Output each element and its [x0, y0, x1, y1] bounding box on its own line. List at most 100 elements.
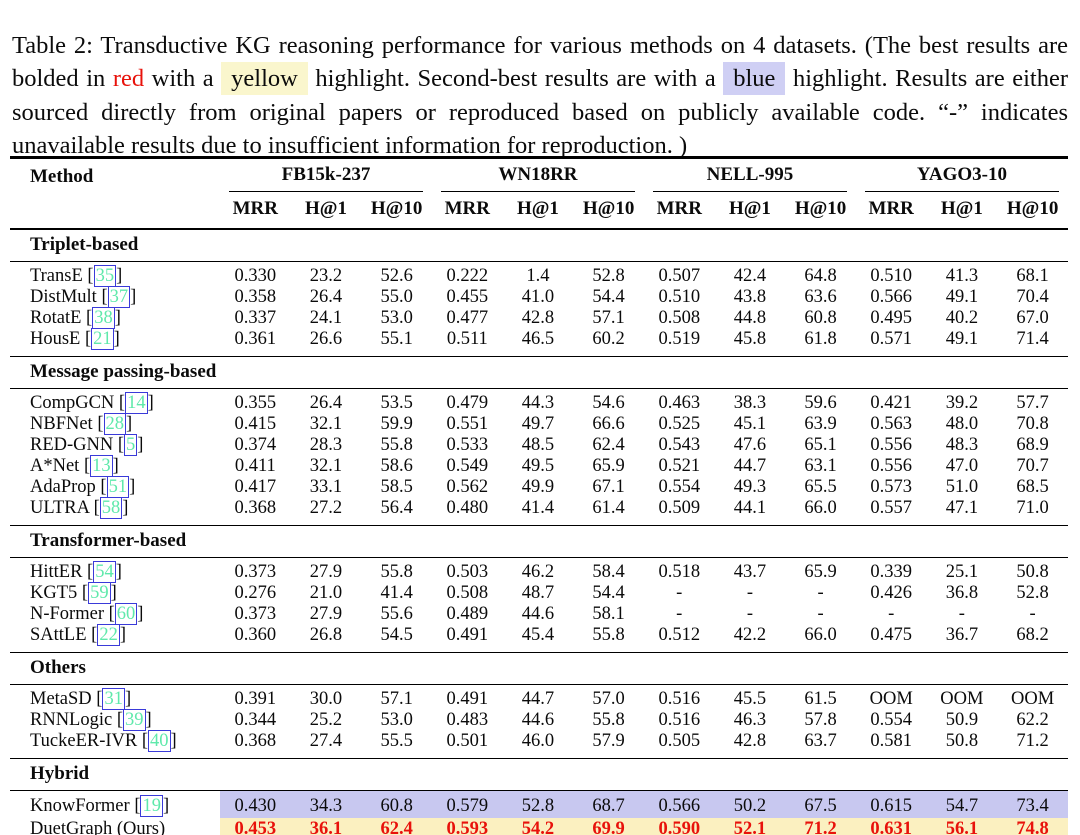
metric-value: 47.6 [733, 435, 767, 455]
metric-value: 0.358 [234, 287, 277, 307]
citation-link[interactable]: [54] [82, 561, 122, 583]
method-cell: KnowFormer [19] [10, 791, 220, 819]
metric-value: 48.0 [945, 414, 979, 434]
metric-value: - [958, 604, 965, 624]
metric-value: 55.0 [380, 287, 413, 307]
metric-value: 0.518 [658, 562, 701, 582]
metric-value: 49.3 [733, 477, 767, 497]
metric-value: 33.1 [309, 477, 343, 497]
citation-number[interactable]: 60 [114, 603, 138, 625]
citation-link[interactable]: [58] [88, 497, 129, 519]
citation-link[interactable]: [28] [92, 413, 133, 435]
citation-number[interactable]: 38 [92, 307, 115, 329]
metric-value: 65.5 [804, 477, 837, 497]
citation-number[interactable]: 40 [148, 730, 171, 752]
citation-link[interactable]: [37] [96, 286, 137, 308]
metric-value: 0.562 [446, 477, 489, 497]
metric-value: 0.411 [234, 456, 276, 476]
metric-value: 25.2 [309, 710, 343, 730]
metric-value: 65.1 [804, 435, 837, 455]
metric-header-h10: H@10 [370, 198, 423, 219]
method-cell: AdaProp [51] [10, 476, 220, 498]
citation-number[interactable]: 14 [125, 392, 148, 414]
metric-value: 46.2 [521, 562, 555, 582]
citation-number[interactable]: 35 [93, 265, 117, 287]
citation-link[interactable]: [21] [80, 328, 120, 350]
method-name: A*Net [30, 456, 80, 476]
metric-value: 0.556 [870, 435, 913, 455]
metric-value: 0.495 [870, 308, 913, 328]
table-row: DistMult [37] 0.358 26.4 55.0 0.455 41.0 54.4 0… [10, 286, 1068, 308]
citation-link[interactable]: [13] [79, 455, 119, 477]
metric-value: 0.373 [234, 562, 277, 582]
metric-value: 58.4 [592, 562, 625, 582]
citation-number[interactable]: 54 [93, 561, 116, 583]
citation-link[interactable]: [31] [91, 688, 132, 710]
metric-value: 57.0 [592, 689, 625, 709]
metric-value: 48.3 [945, 435, 979, 455]
citation-number[interactable]: 5 [124, 434, 138, 456]
caption-text-1: Table 2: Transductive KG reasoning perfo… [12, 31, 1068, 93]
metric-value: 68.9 [1016, 435, 1049, 455]
citation-number[interactable]: 22 [97, 624, 120, 646]
table-row: RNNLogic [39] 0.344 25.2 53.0 0.483 44.6 55.8 0… [10, 709, 1068, 731]
metric-value: 52.8 [1016, 583, 1049, 603]
metric-value: 36.7 [945, 625, 979, 645]
citation-link[interactable]: [5] [113, 434, 144, 456]
metric-value: 0.510 [870, 266, 913, 286]
citation-number[interactable]: 37 [107, 286, 131, 308]
citation-number[interactable]: 21 [91, 328, 114, 350]
method-cell: RED-GNN [5] [10, 434, 220, 456]
citation-link[interactable]: [38] [81, 307, 121, 329]
metric-value: 50.8 [945, 731, 979, 751]
caption-blue-term: blue [723, 62, 786, 96]
citation-link[interactable]: [22] [86, 624, 126, 646]
metric-value: 45.5 [733, 689, 767, 709]
metric-value: 42.2 [733, 625, 767, 645]
metric-value: 23.2 [309, 266, 343, 286]
method-name: TuckeER-IVR [30, 731, 138, 751]
citation-number[interactable]: 39 [123, 709, 146, 731]
method-name: HittER [30, 562, 83, 582]
table-section: Triplet-based TransE [35] 0.330 23.2 52.6 0.2… [10, 229, 1068, 357]
metric-value: 62.2 [1016, 710, 1049, 730]
method-name: ULTRA [30, 498, 89, 518]
citation-link[interactable]: [51] [95, 476, 136, 498]
metric-value: 1.4 [526, 266, 550, 286]
metric-value: 26.8 [309, 625, 343, 645]
section-title: Message passing-based [10, 356, 1068, 389]
citation-link[interactable]: [59] [77, 582, 117, 604]
citation-number[interactable]: 59 [88, 582, 111, 604]
metric-value: 41.4 [380, 583, 413, 603]
section-title: Others [10, 652, 1068, 685]
metric-value: 52.6 [380, 266, 413, 286]
metric-value: 60.2 [592, 329, 625, 349]
citation-link[interactable]: [60] [103, 603, 144, 625]
metric-value: 32.1 [309, 414, 343, 434]
metric-value: - [676, 604, 683, 624]
metric-value: 41.3 [945, 266, 979, 286]
metric-value: 0.475 [870, 625, 913, 645]
metric-value: 0.507 [658, 266, 701, 286]
citation-number[interactable]: 28 [103, 413, 126, 435]
metric-value: 54.4 [592, 583, 625, 603]
metric-value: 44.3 [521, 393, 555, 413]
citation-number[interactable]: 58 [99, 497, 123, 519]
citation-number[interactable]: 19 [140, 795, 163, 817]
citation-link[interactable]: [40] [137, 730, 177, 752]
citation-link[interactable]: [39] [112, 709, 152, 731]
metric-value: 55.8 [592, 710, 625, 730]
metric-value: 0.521 [658, 456, 701, 476]
citation-number[interactable]: 13 [90, 455, 113, 477]
citation-link[interactable]: [14] [114, 392, 154, 414]
metric-value: 0.276 [234, 583, 277, 603]
citation-number[interactable]: 51 [106, 476, 130, 498]
metric-value: 47.1 [945, 498, 979, 518]
metric-value: 57.1 [592, 308, 625, 328]
citation-link[interactable]: [35] [82, 265, 123, 287]
metric-value: 0.510 [658, 287, 701, 307]
citation-link[interactable]: [19] [129, 795, 170, 817]
metric-value: 38.3 [733, 393, 767, 413]
metric-value: 63.7 [804, 731, 837, 751]
citation-number[interactable]: 31 [102, 688, 125, 710]
